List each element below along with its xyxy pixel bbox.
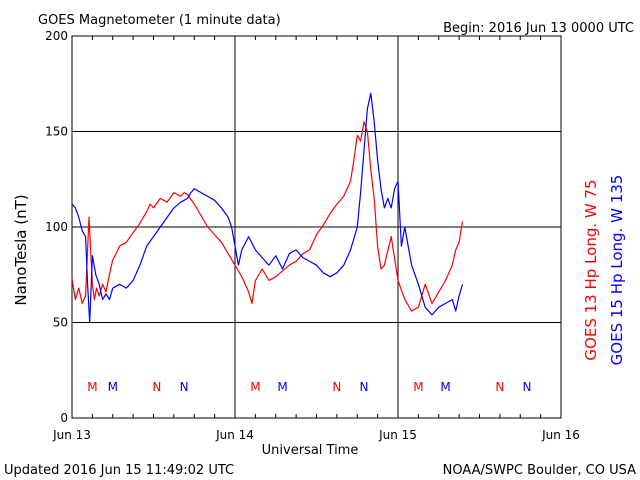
x-tick-label: Jun 14 (215, 428, 254, 442)
legend-goes15: GOES 15 Hp Long. W 135 (608, 175, 626, 366)
grid (72, 36, 561, 418)
credit: NOAA/SWPC Boulder, CO USA (443, 463, 636, 478)
y-axis-label: NanoTesla (nT) (12, 194, 30, 305)
series-line-goes13 (71, 121, 464, 312)
y-tick-label: 150 (45, 125, 68, 139)
midnight-marker: M (277, 380, 287, 394)
legend-goes13: GOES 13 Hp Long. W 75 (582, 179, 600, 360)
x-tick-label: Jun 13 (52, 428, 91, 442)
y-tick-label: 100 (45, 220, 68, 234)
y-tick-label: 50 (53, 316, 68, 330)
midnight-marker: M (440, 380, 450, 394)
x-tick-label: Jun 16 (541, 428, 580, 442)
axis-ticks: 0 50 100 150 200 Jun 13 Jun 14 Jun 15 Jun 16 (45, 29, 580, 442)
noon-marker: N (495, 380, 504, 394)
updated-time: Updated 2016 Jun 15 11:49:02 UTC (4, 463, 234, 478)
noon-marker: N (360, 380, 369, 394)
midnight-marker: M (87, 380, 97, 394)
noon-marker: N (180, 380, 189, 394)
begin-time: Begin: 2016 Jun 13 0000 UTC (443, 21, 634, 36)
noon-marker: N (332, 380, 341, 394)
midnight-marker: M (250, 380, 260, 394)
series-lines (71, 92, 464, 324)
midnight-marker: M (108, 380, 118, 394)
y-tick-label: 200 (45, 29, 68, 43)
chart-title: GOES Magnetometer (1 minute data) (38, 13, 281, 28)
x-tick-label: Jun 15 (378, 428, 417, 442)
noon-marker: N (152, 380, 161, 394)
noon-marker: N (523, 380, 532, 394)
y-tick-label: 0 (60, 411, 68, 425)
x-axis-label: Universal Time (262, 443, 359, 458)
series-line-goes15 (71, 92, 464, 324)
midnight-marker: M (413, 380, 423, 394)
